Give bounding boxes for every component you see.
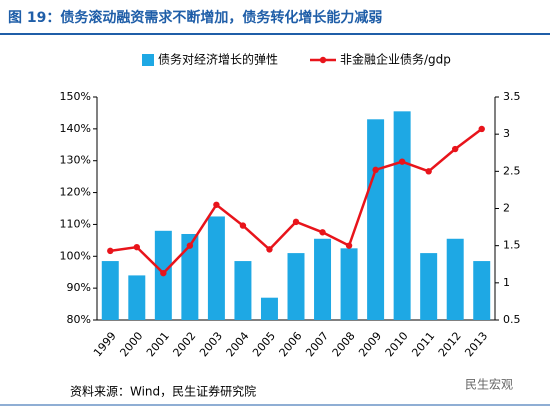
line-marker (398, 158, 406, 165)
watermark: 民生宏观 (465, 377, 513, 392)
line-marker (239, 222, 247, 229)
x-tick-label: 2000 (117, 330, 145, 360)
y2-tick-label: 1.5 (503, 239, 521, 252)
legend-swatch (142, 54, 154, 66)
x-tick-label: 2002 (171, 330, 199, 360)
x-tick-label: 2008 (330, 330, 358, 360)
line-marker (372, 166, 379, 174)
legend-label: 非金融企业债务/gdp (340, 52, 451, 67)
chart-title: 图 19：债务滚动融资需求不断增加，债务转化增长能力减弱 (8, 9, 382, 26)
x-tick-label: 2010 (383, 330, 411, 360)
bar (340, 248, 358, 320)
x-tick-label: 2006 (277, 330, 305, 360)
bar (101, 261, 119, 320)
x-tick-label: 1999 (91, 330, 119, 360)
line-marker (186, 242, 194, 249)
x-tick-label: 2012 (436, 330, 464, 360)
legend-swatch (319, 56, 327, 64)
bar (446, 238, 464, 320)
bar (287, 253, 305, 320)
line-marker (478, 125, 485, 133)
bar (260, 297, 278, 320)
x-tick-label: 2011 (409, 330, 437, 360)
line-marker (319, 229, 326, 236)
source-note: 资料来源：Wind，民生证券研究院 (70, 384, 256, 399)
y2-tick-label: 1 (503, 276, 510, 289)
x-tick-label: 2007 (303, 330, 331, 360)
x-tick-label: 2001 (144, 330, 172, 360)
x-tick-label: 2009 (356, 330, 384, 360)
y-tick-label: 90% (67, 281, 91, 294)
bar (473, 261, 491, 320)
y2-tick-label: 3 (503, 127, 510, 140)
bar (207, 216, 225, 320)
line-marker (452, 145, 459, 153)
line-marker (133, 243, 140, 251)
bar (314, 238, 332, 320)
line-marker (345, 242, 353, 249)
y2-tick-label: 0.5 (503, 313, 521, 326)
x-tick-label: 2003 (197, 330, 225, 360)
line-marker (160, 269, 167, 277)
y-tick-label: 150% (60, 90, 91, 103)
bar (234, 261, 252, 320)
y-tick-label: 100% (60, 249, 91, 262)
y2-tick-label: 2.5 (503, 164, 521, 177)
y2-tick-label: 2 (503, 202, 510, 215)
line-marker (107, 247, 114, 255)
y-tick-label: 130% (60, 154, 91, 167)
y-tick-label: 120% (60, 186, 91, 199)
line-marker (266, 246, 273, 253)
x-tick-label: 2004 (224, 330, 252, 360)
line-marker (425, 168, 432, 175)
line-marker (213, 201, 220, 208)
bar (181, 233, 199, 320)
x-tick-label: 2013 (462, 330, 490, 360)
bar (367, 119, 385, 320)
bar (420, 253, 438, 320)
y-tick-label: 80% (67, 313, 91, 326)
y-tick-label: 110% (60, 217, 91, 230)
y-tick-label: 140% (60, 122, 91, 135)
legend-label: 债务对经济增长的弹性 (158, 52, 278, 67)
bar (393, 111, 411, 320)
x-tick-label: 2005 (250, 330, 278, 360)
bar (128, 275, 146, 320)
line-marker (292, 218, 300, 226)
y2-tick-label: 3.5 (503, 90, 521, 103)
